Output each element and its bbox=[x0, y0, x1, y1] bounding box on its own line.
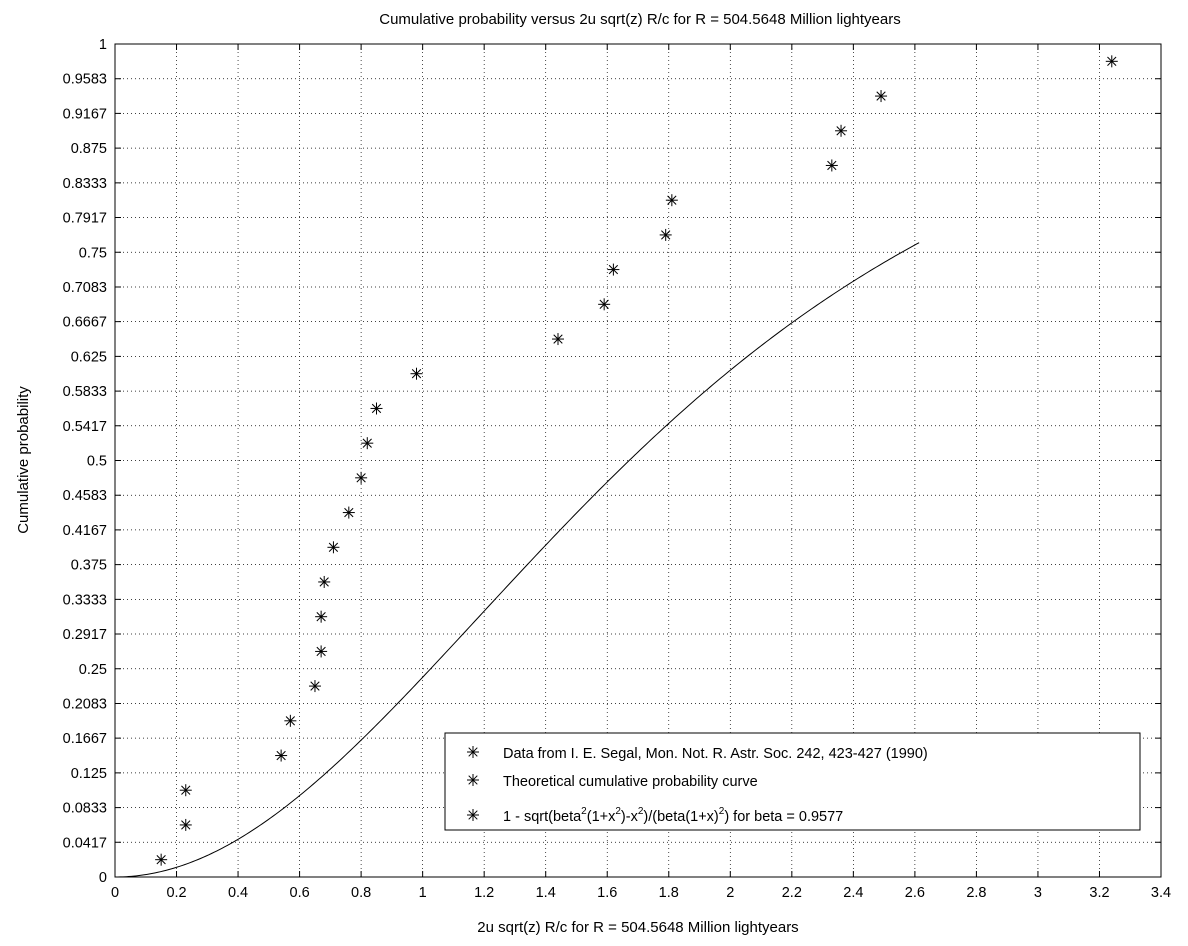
y-tick-label: 0.1667 bbox=[63, 731, 107, 747]
x-axis-ticks: 0 0.2 0.4 0.6 0.8 1 1.2 1.4 1.6 1.8 2 2.2 2.4 2.6 2.8 3… bbox=[111, 44, 1171, 901]
x-tick-label: 1.6 bbox=[597, 885, 617, 901]
theoretical-curve-layer bbox=[114, 242, 920, 878]
x-tick-label: 2.8 bbox=[966, 885, 986, 901]
data-points bbox=[155, 55, 1118, 866]
x-tick-label: 2.4 bbox=[843, 885, 863, 901]
data-point bbox=[607, 263, 620, 276]
data-point bbox=[355, 471, 368, 484]
data-point bbox=[318, 575, 331, 588]
y-tick-label: 0.4583 bbox=[63, 488, 107, 504]
y-tick-label: 0.8333 bbox=[63, 176, 107, 192]
x-tick-label: 0.8 bbox=[351, 885, 371, 901]
data-point bbox=[327, 541, 340, 554]
data-point bbox=[410, 367, 423, 380]
theoretical-curve bbox=[114, 242, 920, 878]
data-point bbox=[275, 749, 288, 762]
data-point bbox=[342, 506, 355, 519]
y-tick-label: 0.9167 bbox=[63, 106, 107, 122]
data-point bbox=[315, 645, 328, 658]
y-tick-label: 0.625 bbox=[71, 349, 107, 365]
data-point bbox=[370, 402, 383, 415]
x-tick-label: 1.8 bbox=[659, 885, 679, 901]
y-tick-label: 0.2083 bbox=[63, 696, 107, 712]
x-tick-label: 3.2 bbox=[1089, 885, 1109, 901]
y-tick-label: 0.75 bbox=[79, 245, 107, 261]
legend-marker-data bbox=[467, 746, 479, 758]
y-tick-label: 0.375 bbox=[71, 558, 107, 574]
data-point bbox=[361, 437, 374, 450]
legend-marker-formula bbox=[467, 809, 479, 821]
x-tick-label: 2.2 bbox=[782, 885, 802, 901]
data-point bbox=[308, 680, 321, 693]
y-tick-label: 0.5 bbox=[87, 454, 107, 470]
y-tick-label: 0.25 bbox=[79, 662, 107, 678]
legend-marker-theory bbox=[467, 774, 479, 786]
y-tick-label: 0.9583 bbox=[63, 72, 107, 88]
legend-entry-theory: Theoretical cumulative probability curve bbox=[503, 774, 758, 790]
y-axis-ticks: 0 0.0417 0.0833 0.125 0.1667 0.2083 0.25 0.2917… bbox=[63, 37, 1161, 886]
data-point bbox=[598, 298, 611, 311]
x-tick-label: 0.2 bbox=[166, 885, 186, 901]
grid-lines bbox=[115, 44, 1161, 877]
y-tick-label: 0.4167 bbox=[63, 523, 107, 539]
x-tick-label: 0 bbox=[111, 885, 119, 901]
y-tick-label: 0.5417 bbox=[63, 419, 107, 435]
y-tick-label: 0.3333 bbox=[63, 592, 107, 608]
legend-box bbox=[444, 732, 1141, 831]
y-tick-label: 1 bbox=[99, 37, 107, 53]
x-tick-label: 3 bbox=[1034, 885, 1042, 901]
x-tick-label: 2.6 bbox=[905, 885, 925, 901]
legend-entry-data: Data from I. E. Segal, Mon. Not. R. Astr… bbox=[503, 746, 928, 762]
data-point bbox=[665, 194, 678, 207]
y-tick-label: 0.875 bbox=[71, 141, 107, 157]
x-tick-label: 0.4 bbox=[228, 885, 248, 901]
data-point bbox=[825, 159, 838, 172]
data-point bbox=[835, 124, 848, 137]
legend-entry-formula: 1 - sqrt(beta2(1+x2)-x2)/(beta(1+x)2) fo… bbox=[503, 806, 843, 825]
data-point bbox=[552, 333, 565, 346]
y-tick-label: 0.125 bbox=[71, 766, 107, 782]
data-point bbox=[315, 610, 328, 623]
x-tick-label: 0.6 bbox=[290, 885, 310, 901]
data-point bbox=[155, 853, 168, 866]
data-point bbox=[1105, 55, 1118, 68]
y-tick-label: 0.2917 bbox=[63, 627, 107, 643]
y-axis-label: Cumulative probability bbox=[15, 386, 32, 534]
chart-title: Cumulative probability versus 2u sqrt(z)… bbox=[379, 11, 900, 28]
y-tick-label: 0.0417 bbox=[63, 835, 107, 851]
x-axis-label: 2u sqrt(z) R/c for R = 504.5648 Million … bbox=[477, 919, 798, 936]
data-point bbox=[659, 228, 672, 241]
y-tick-label: 0.6667 bbox=[63, 315, 107, 331]
y-tick-label: 0.5833 bbox=[63, 384, 107, 400]
x-tick-label: 1.4 bbox=[536, 885, 556, 901]
plot-frame bbox=[114, 43, 1162, 878]
y-tick-label: 0.7083 bbox=[63, 280, 107, 296]
y-tick-label: 0.0833 bbox=[63, 801, 107, 817]
data-point bbox=[179, 784, 192, 797]
x-tick-label: 3.4 bbox=[1151, 885, 1171, 901]
data-point bbox=[875, 90, 888, 103]
legend: Data from I. E. Segal, Mon. Not. R. Astr… bbox=[444, 732, 1141, 831]
data-point bbox=[284, 714, 297, 727]
x-tick-label: 2 bbox=[726, 885, 734, 901]
y-tick-label: 0 bbox=[99, 870, 107, 886]
y-tick-label: 0.7917 bbox=[63, 211, 107, 227]
data-point bbox=[179, 818, 192, 831]
x-tick-label: 1 bbox=[419, 885, 427, 901]
x-tick-label: 1.2 bbox=[474, 885, 494, 901]
